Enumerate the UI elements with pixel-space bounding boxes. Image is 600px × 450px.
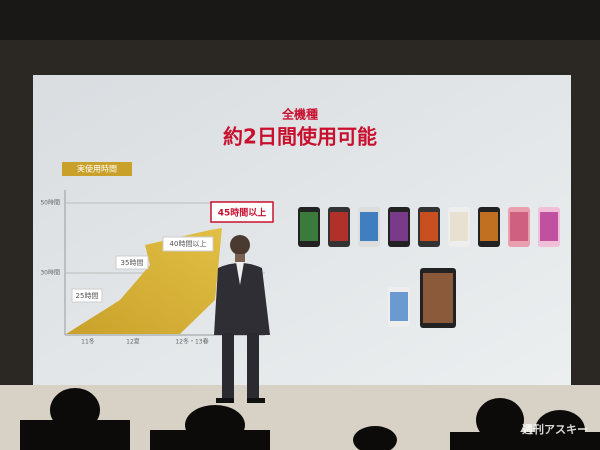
callout: 40時間以上 — [170, 239, 207, 248]
period-label: 12冬・13春 — [175, 338, 208, 346]
chart-label-box — [62, 162, 132, 176]
callout-box — [71, 288, 103, 303]
period-label: 12夏 — [126, 339, 140, 346]
phone — [420, 212, 438, 241]
period-label: 11冬 — [81, 338, 95, 346]
arrow — [66, 228, 222, 334]
watermark: 週刊アスキー — [522, 422, 588, 436]
callout-box — [115, 255, 149, 270]
chart-label: 実使用時間 — [77, 164, 117, 174]
callout: 35時間 — [121, 259, 144, 267]
phone — [540, 212, 558, 241]
phone — [480, 212, 498, 241]
phone — [510, 212, 528, 241]
callout-box — [162, 236, 214, 252]
phone — [360, 212, 378, 241]
phone — [330, 212, 348, 241]
audience — [20, 388, 600, 450]
phones — [298, 207, 560, 328]
callout: 45時間以上 — [218, 207, 267, 219]
phone — [423, 273, 453, 323]
callout-box — [210, 201, 274, 223]
slide-subtitle: 全機種 — [281, 107, 318, 122]
phone — [390, 212, 408, 241]
phone — [450, 212, 468, 241]
phone — [390, 292, 408, 321]
slide-title: 約2日間使用可能 — [223, 125, 377, 149]
phone — [300, 212, 318, 241]
presenter — [214, 235, 270, 403]
axis-label: 50時間 — [40, 199, 60, 207]
callout: 25時間 — [76, 292, 99, 300]
axis-label: 30時間 — [40, 269, 60, 277]
